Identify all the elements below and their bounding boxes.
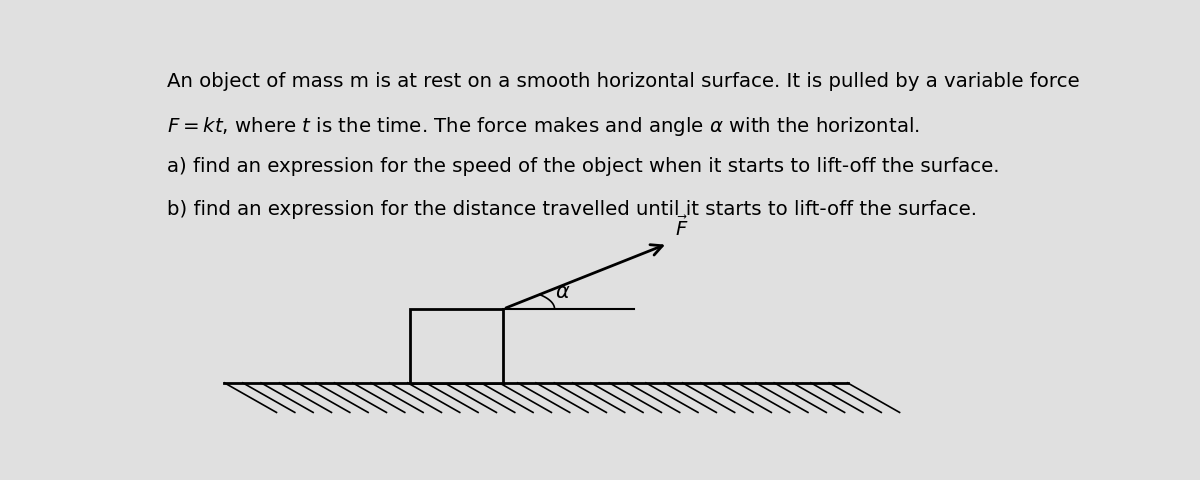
Text: a) find an expression for the speed of the object when it starts to lift-off the: a) find an expression for the speed of t… — [167, 157, 1000, 176]
Text: An object of mass m is at rest on a smooth horizontal surface. It is pulled by a: An object of mass m is at rest on a smoo… — [167, 72, 1079, 91]
Text: $F = kt$, where $t$ is the time. The force makes and angle $\alpha$ with the hor: $F = kt$, where $t$ is the time. The for… — [167, 115, 919, 138]
Text: $\alpha$: $\alpha$ — [554, 282, 570, 301]
Text: b) find an expression for the distance travelled until it starts to lift-off the: b) find an expression for the distance t… — [167, 200, 977, 219]
Bar — [410, 309, 504, 383]
Text: $\vec{F}$: $\vec{F}$ — [676, 216, 689, 240]
